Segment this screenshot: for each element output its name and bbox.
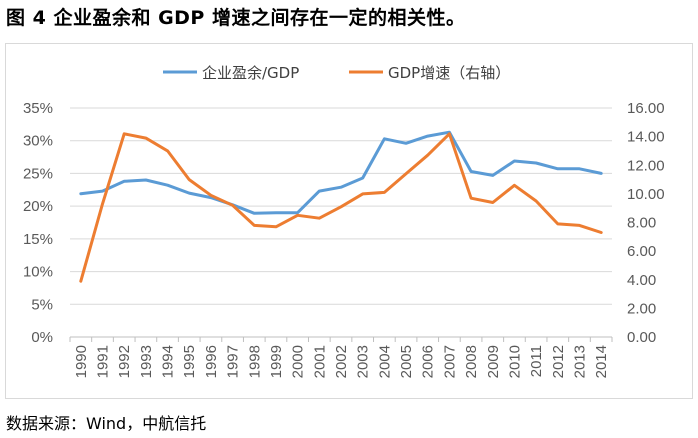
x-axis-tick-label: 2002 <box>333 345 350 378</box>
left-axis-tick-label: 25% <box>23 165 53 182</box>
x-axis-tick-label: 1994 <box>160 345 177 378</box>
x-axis-tick-label: 1997 <box>225 345 242 378</box>
chart-frame <box>5 43 693 399</box>
data-source: 数据来源：Wind，中航信托 <box>6 414 207 433</box>
left-axis-tick-label: 15% <box>23 231 53 248</box>
chart-title: 图 4 企业盈余和 GDP 增速之间存在一定的相关性。 <box>6 7 466 29</box>
x-axis-tick-label: 2005 <box>398 345 415 378</box>
x-axis-tick-label: 2007 <box>441 345 458 378</box>
x-axis-tick-label: 1995 <box>181 345 198 378</box>
x-axis-tick-label: 2006 <box>420 345 437 378</box>
x-axis-tick-label: 1996 <box>203 345 220 378</box>
right-axis-tick-label: 6.00 <box>627 243 656 260</box>
legend-label: GDP增速（右轴） <box>388 64 510 82</box>
legend-label: 企业盈余/GDP <box>202 64 299 82</box>
x-axis-tick-label: 2008 <box>463 345 480 378</box>
right-axis-tick-label: 8.00 <box>627 215 656 232</box>
x-axis-tick-label: 2001 <box>311 345 328 378</box>
x-axis-tick-label: 2011 <box>528 345 545 377</box>
x-axis-tick-label: 2003 <box>355 345 372 378</box>
legend: 企业盈余/GDP GDP增速（右轴） <box>163 64 510 82</box>
x-axis-tick-label: 2014 <box>593 345 610 378</box>
right-axis-tick-label: 0.00 <box>627 329 656 346</box>
left-axis-ticks: 0% 5% 10% 15% 20% 25% 30% 35% <box>23 100 53 346</box>
right-axis-ticks: 0.00 2.00 4.00 6.00 8.00 10.00 12.00 14.00 16.00 <box>627 100 665 346</box>
x-axis-tick-label: 2010 <box>506 345 523 378</box>
left-axis-tick-label: 10% <box>23 264 53 281</box>
right-axis-tick-label: 4.00 <box>627 272 656 289</box>
right-axis-tick-label: 16.00 <box>627 100 665 117</box>
left-axis-tick-label: 0% <box>31 329 53 346</box>
right-axis-tick-label: 14.00 <box>627 129 665 146</box>
grid-lines <box>70 107 612 338</box>
series-lines <box>79 130 603 283</box>
right-axis-tick-label: 12.00 <box>627 157 665 174</box>
x-axis-tick-label: 1990 <box>73 345 90 378</box>
x-axis-tick-label: 2013 <box>571 345 588 378</box>
left-axis-tick-label: 5% <box>31 296 53 313</box>
x-axis-tick-label: 1999 <box>268 345 285 378</box>
x-axis: 1990 1991 1992 1993 1994 1995 1996 1997 1998 1999… <box>69 337 613 378</box>
left-axis-tick-label: 20% <box>23 198 53 215</box>
x-axis-tick-label: 1993 <box>138 345 155 378</box>
left-axis-tick-label: 30% <box>23 133 53 150</box>
series-line-profit-ratio <box>79 130 603 215</box>
x-axis-tick-label: 2012 <box>550 345 567 378</box>
x-axis-tick-label: 2000 <box>290 345 307 378</box>
x-axis-tick-label: 1998 <box>246 345 263 378</box>
right-axis-tick-label: 10.00 <box>627 186 665 203</box>
left-axis-tick-label: 35% <box>23 100 53 117</box>
x-axis-tick-label: 1992 <box>116 345 133 378</box>
series-line-gdp-growth <box>79 132 603 283</box>
right-axis-tick-label: 2.00 <box>627 300 656 317</box>
x-axis-tick-label: 2009 <box>485 345 502 378</box>
x-axis-tick-label: 2004 <box>376 345 393 378</box>
x-axis-tick-label: 1991 <box>95 345 112 378</box>
